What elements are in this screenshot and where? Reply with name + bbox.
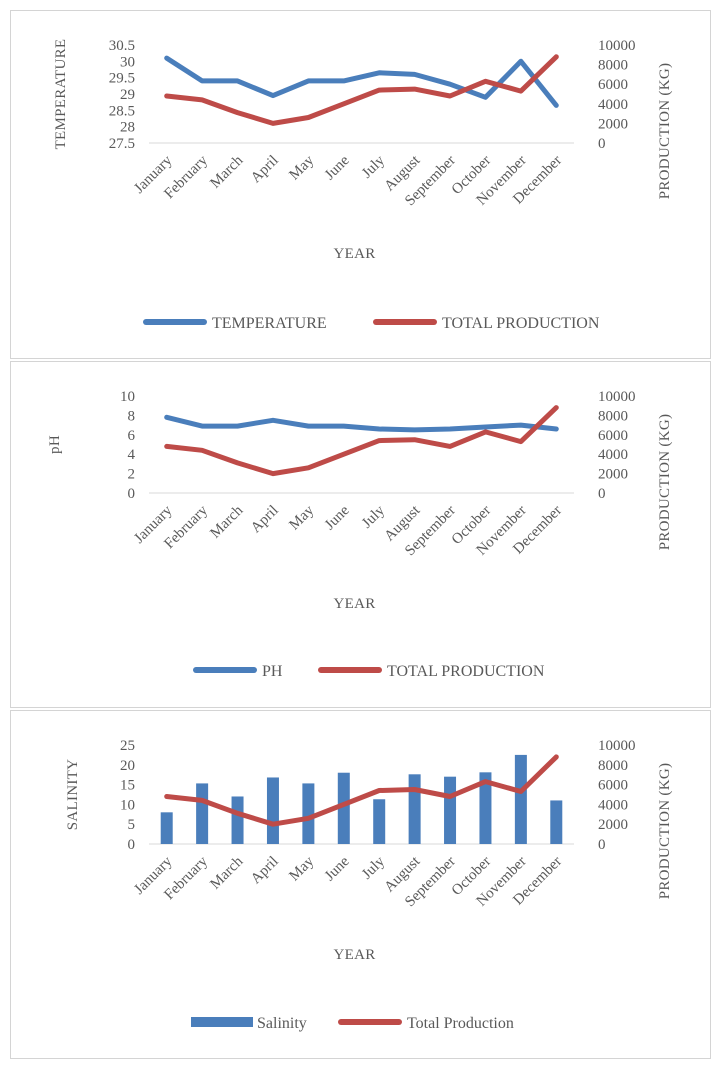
legend-label: TOTAL PRODUCTION xyxy=(387,663,545,680)
y2-tick-label: 0 xyxy=(598,837,606,853)
x-tick-label: May xyxy=(286,502,317,533)
x-tick-label: March xyxy=(207,152,246,191)
y-tick-label: 29.5 xyxy=(109,71,135,87)
y2-axis-title: PRODUCTION (KG) xyxy=(657,63,673,200)
x-tick-label: June xyxy=(322,502,353,533)
y-tick-label: 20 xyxy=(120,758,135,774)
legend-swatch xyxy=(191,1017,253,1027)
y2-tick-label: 6000 xyxy=(598,778,628,794)
y-tick-label: 30 xyxy=(120,54,135,70)
x-tick-label: May xyxy=(286,853,317,884)
legend-label: Salinity xyxy=(257,1015,307,1032)
y-tick-label: 28.5 xyxy=(109,103,135,119)
y2-tick-label: 0 xyxy=(598,486,606,502)
salinity-bar xyxy=(514,754,527,844)
salinity-bar xyxy=(231,796,244,844)
x-axis-title: YEAR xyxy=(333,947,375,963)
salinity-chart: 05101520250200040006000800010000JanuaryF… xyxy=(65,738,673,1032)
y-tick-label: 8 xyxy=(128,408,136,424)
y-tick-label: 10 xyxy=(120,389,135,405)
x-tick-label: June xyxy=(322,853,353,884)
salinity-bar xyxy=(550,800,563,844)
y-tick-label: 0 xyxy=(128,486,136,502)
temperature-chart-panel: 27.5 28 28.5 29 29.5 30 30.5 0 2000 4000 6000 8000 1… xyxy=(10,10,711,359)
x-axis-title: YEAR xyxy=(333,596,375,612)
salinity-bar xyxy=(302,783,315,844)
salinity-bar xyxy=(160,812,173,844)
y2-tick-label: 8000 xyxy=(598,58,628,74)
salinity-bar xyxy=(444,776,457,844)
x-tick-label: March xyxy=(207,502,246,541)
salinity-bar xyxy=(337,772,350,844)
ph-chart: 02468100200040006000800010000JanuaryFebr… xyxy=(47,389,673,680)
legend-label: TOTAL PRODUCTION xyxy=(442,315,600,332)
y-tick-label: 30.5 xyxy=(109,38,135,54)
x-tick-label: April xyxy=(248,503,282,537)
y-axis-title: pH xyxy=(47,435,63,454)
y-tick-label: 27.5 xyxy=(109,136,135,152)
temperature-line xyxy=(164,55,559,108)
x-tick-label: April xyxy=(248,153,282,187)
y-axis-title: TEMPERATURE xyxy=(53,39,69,150)
y-tick-label: 2 xyxy=(128,467,136,483)
x-tick-label: March xyxy=(207,853,246,892)
salinity-bar xyxy=(266,777,279,844)
y2-tick-label: 10000 xyxy=(598,38,636,54)
y-tick-label: 0 xyxy=(128,837,136,853)
y-tick-label: 15 xyxy=(120,778,135,794)
x-tick-label: June xyxy=(322,152,353,183)
y-tick-label: 29 xyxy=(120,87,135,103)
y-axis-title: SALINITY xyxy=(65,759,81,831)
y2-tick-label: 8000 xyxy=(598,408,628,424)
y2-tick-label: 4000 xyxy=(598,97,628,113)
salinity-bar xyxy=(196,783,209,844)
ph-line xyxy=(164,414,559,433)
y2-tick-label: 2000 xyxy=(598,817,628,833)
y2-tick-label: 6000 xyxy=(598,77,628,93)
legend-label: PH xyxy=(262,663,283,680)
y2-tick-label: 2000 xyxy=(598,467,628,483)
x-axis-title: YEAR xyxy=(333,246,375,262)
x-tick-label: July xyxy=(359,502,388,531)
total-production-line xyxy=(164,754,559,827)
y-tick-label: 10 xyxy=(120,797,135,813)
y2-tick-label: 2000 xyxy=(598,116,628,132)
total-production-line xyxy=(164,54,559,126)
y2-axis-title: PRODUCTION (KG) xyxy=(657,763,673,900)
legend-label: TEMPERATURE xyxy=(212,315,327,332)
x-tick-label: July xyxy=(359,152,388,181)
y2-tick-label: 4000 xyxy=(598,797,628,813)
y2-axis-title: PRODUCTION (KG) xyxy=(657,414,673,551)
salinity-bar xyxy=(408,774,421,844)
salinity-bar xyxy=(373,799,386,844)
salinity-chart-panel: 0 5 10 15 20 25 0 2000 4000 6000 8000 10000 January F… xyxy=(10,710,711,1059)
salinity-bar xyxy=(479,772,492,844)
x-tick-label: July xyxy=(359,853,388,882)
y2-tick-label: 10000 xyxy=(598,738,636,754)
y-tick-label: 5 xyxy=(128,817,136,833)
total-production-line xyxy=(164,405,559,477)
ph-chart-panel: 0 2 4 6 8 10 0 2000 4000 6000 8000 10000 January Febr… xyxy=(10,361,711,708)
x-tick-label: May xyxy=(286,152,317,183)
y2-tick-label: 8000 xyxy=(598,758,628,774)
y-tick-label: 25 xyxy=(120,738,135,754)
legend-label: Total Production xyxy=(407,1015,514,1032)
y2-tick-label: 0 xyxy=(598,136,606,152)
y-tick-label: 6 xyxy=(128,428,136,444)
y-tick-label: 4 xyxy=(128,447,136,463)
y2-tick-label: 4000 xyxy=(598,447,628,463)
y-tick-label: 28 xyxy=(120,120,135,136)
y2-tick-label: 6000 xyxy=(598,428,628,444)
y2-tick-label: 10000 xyxy=(598,389,636,405)
x-tick-label: April xyxy=(248,854,282,888)
